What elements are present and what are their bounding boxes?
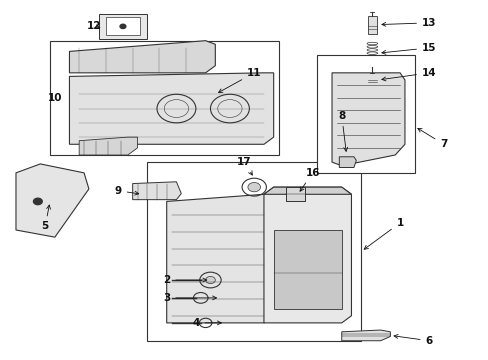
Text: 10: 10 <box>47 93 62 103</box>
Circle shape <box>247 183 260 192</box>
Polygon shape <box>16 164 89 237</box>
Bar <box>106 18 140 35</box>
Text: 9: 9 <box>114 186 139 196</box>
Polygon shape <box>132 182 181 200</box>
Bar <box>99 14 147 39</box>
Polygon shape <box>341 330 389 341</box>
Text: 8: 8 <box>337 111 347 151</box>
Text: 15: 15 <box>381 43 436 54</box>
Polygon shape <box>69 73 273 144</box>
Polygon shape <box>79 137 137 155</box>
Polygon shape <box>264 187 351 194</box>
Bar <box>273 230 341 309</box>
Polygon shape <box>166 194 273 323</box>
Bar <box>367 73 376 87</box>
Text: 2: 2 <box>163 275 206 285</box>
Circle shape <box>33 198 42 204</box>
Text: 11: 11 <box>218 68 261 93</box>
Polygon shape <box>69 41 215 73</box>
Text: 12: 12 <box>86 21 101 31</box>
Bar <box>317 55 414 173</box>
Text: 6: 6 <box>393 334 432 346</box>
Polygon shape <box>285 187 305 202</box>
Polygon shape <box>331 73 404 166</box>
Bar <box>367 17 376 33</box>
Bar <box>147 162 361 341</box>
Text: 14: 14 <box>381 68 436 81</box>
Text: 5: 5 <box>41 205 50 231</box>
Polygon shape <box>264 187 351 323</box>
Bar <box>50 41 278 155</box>
Text: 16: 16 <box>300 168 319 191</box>
Text: 13: 13 <box>381 18 436 28</box>
Text: 7: 7 <box>417 129 447 149</box>
Text: 3: 3 <box>163 293 216 303</box>
Circle shape <box>205 276 215 284</box>
Text: 17: 17 <box>237 157 252 175</box>
Polygon shape <box>339 157 356 167</box>
Text: 1: 1 <box>364 218 403 249</box>
Text: 4: 4 <box>192 318 221 328</box>
Circle shape <box>120 24 125 28</box>
